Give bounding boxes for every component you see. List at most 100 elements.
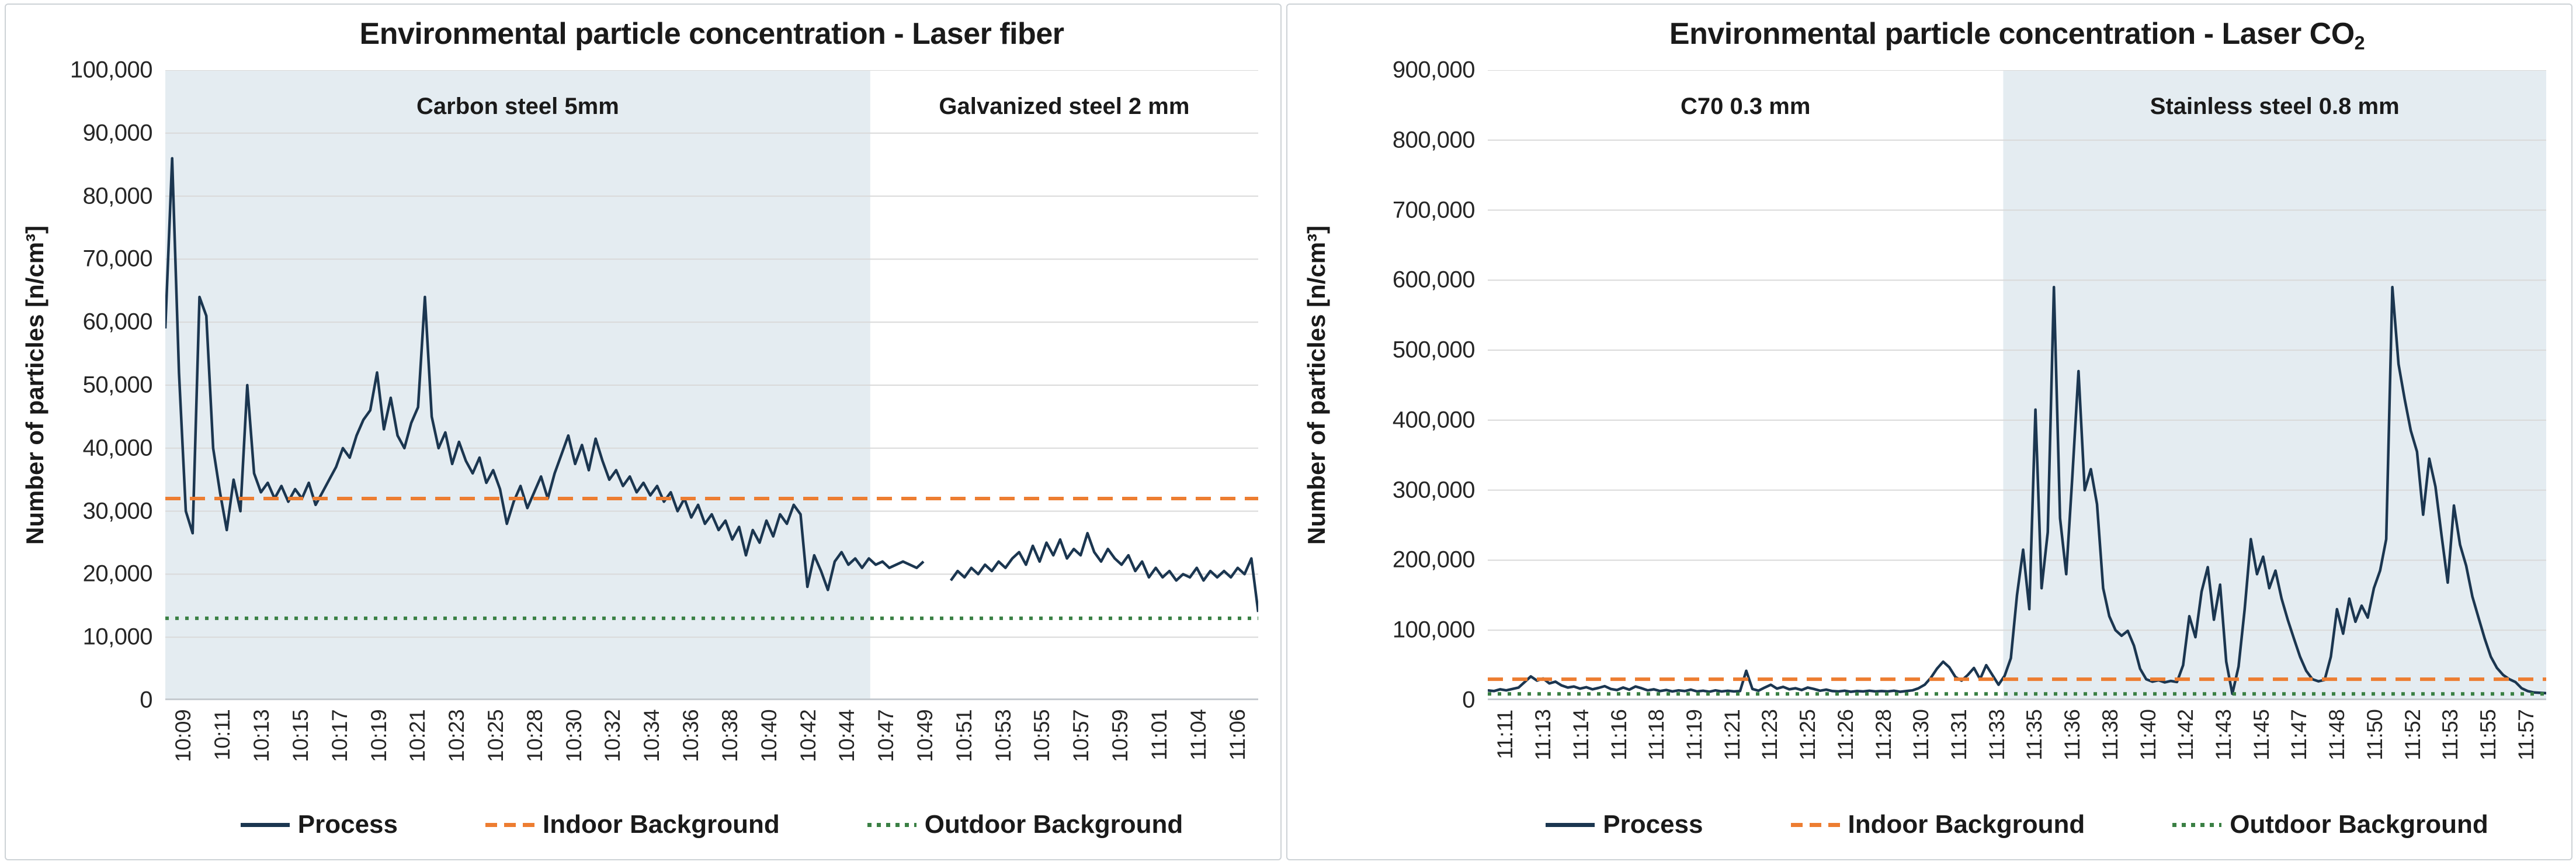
chart-title: Environmental particle concentration - L… (165, 16, 1258, 54)
y-tick-label: 0 (140, 687, 152, 713)
x-tick-label: 10:09 (171, 710, 196, 763)
y-tick-label: 70,000 (82, 245, 153, 272)
legend-label: Indoor Background (1848, 810, 2085, 839)
chart-canvas (1487, 70, 2547, 700)
x-tick-label: 11:30 (1909, 710, 1933, 761)
x-tick-label: 11:42 (2174, 710, 2198, 761)
x-tick-label: 11:57 (2513, 710, 2538, 761)
y-tick-label: 0 (1462, 687, 1475, 713)
x-tick-label: 11:23 (1758, 710, 1782, 761)
x-tick-label: 10:59 (1108, 710, 1133, 763)
y-tick-label: 20,000 (82, 560, 153, 587)
x-tick-label: 10:23 (445, 710, 469, 763)
x-tick-label: 11:36 (2060, 710, 2085, 761)
x-tick-label: 11:13 (1531, 710, 1556, 761)
y-tick-label: 80,000 (82, 183, 153, 209)
x-tick-label: 10:38 (717, 710, 742, 763)
x-tick-label: 10:34 (640, 710, 664, 763)
legend: Process Indoor Background Outdoor Backgr… (165, 808, 1258, 842)
x-tick-label: 11:11 (1493, 710, 1518, 759)
y-tick-label: 90,000 (82, 120, 153, 146)
x-tick-label: 10:19 (366, 710, 391, 763)
x-tick-label: 11:55 (2476, 710, 2500, 761)
process-line (1487, 286, 2547, 696)
x-tick-label: 10:57 (1069, 710, 1093, 763)
process-line-marker (240, 822, 290, 827)
x-tick-label: 11:28 (1871, 710, 1895, 761)
x-tick-label: 11:50 (2362, 710, 2387, 761)
y-tick-label: 900,000 (1392, 57, 1476, 83)
legend-item-indoor-background: Indoor Background (1790, 810, 2085, 839)
x-tick-label: 11:19 (1682, 710, 1706, 761)
chart-title: Environmental particle concentration - L… (1488, 16, 2546, 54)
shaded-region (2003, 70, 2546, 700)
process-line-marker (1546, 822, 1595, 827)
x-tick-label: 11:21 (1720, 710, 1744, 761)
legend-item-process: Process (240, 810, 398, 839)
legend-label: Outdoor Background (2230, 810, 2488, 839)
x-tick-label: 11:45 (2249, 710, 2273, 761)
y-tick-label: 60,000 (82, 309, 153, 335)
legend-label: Indoor Background (543, 810, 780, 839)
x-tick-label: 11:33 (1984, 710, 2009, 761)
y-axis-title: Number of particles [n/cm³] (21, 225, 48, 545)
x-tick-label: 10:49 (913, 710, 938, 763)
legend: Process Indoor Background Outdoor Backgr… (1488, 808, 2546, 842)
x-tick-label: 11:04 (1186, 710, 1210, 761)
x-tick-label: 10:17 (327, 710, 352, 763)
x-tick-label: 10:40 (756, 710, 781, 763)
x-tick-label: 11:25 (1796, 710, 1820, 761)
x-tick-label: 11:14 (1568, 710, 1593, 761)
chart-title-subscript: 2 (2354, 32, 2365, 54)
x-tick-label: 11:38 (2098, 710, 2122, 761)
indoor-background-line-marker (1790, 822, 1840, 827)
x-tick-label: 10:51 (952, 710, 976, 763)
process-line (164, 157, 1260, 613)
y-tick-label: 40,000 (82, 435, 153, 461)
x-tick-label: 10:42 (796, 710, 820, 763)
y-tick-label: 50,000 (82, 372, 153, 398)
x-tick-label: 10:55 (1030, 710, 1054, 763)
y-tick-label: 500,000 (1392, 337, 1476, 363)
x-tick-label: 11:18 (1644, 710, 1669, 761)
x-tick-label: 11:16 (1606, 710, 1631, 761)
x-tick-label: 10:13 (249, 710, 274, 763)
legend-item-process: Process (1546, 810, 1703, 839)
y-tick-label: 300,000 (1392, 477, 1476, 503)
plot-area: 0 10,000 20,000 30,000 40,000 50,000 60,000 70,… (70, 57, 1260, 762)
x-tick-label: 11:52 (2400, 710, 2425, 761)
y-tick-label: 100,000 (1392, 617, 1476, 643)
panel-laser-co2: Environmental particle concentration - L… (1286, 4, 2572, 860)
plot-area: 0 100,000 200,000 300,000 400,000 500,000 600,… (1393, 57, 2547, 760)
x-tick-label: 11:53 (2438, 710, 2463, 761)
x-tick-label: 10:21 (405, 710, 430, 763)
x-tick-label: 11:01 (1147, 710, 1171, 761)
x-tick-label: 11:43 (2211, 710, 2235, 761)
y-axis-title: Number of particles [n/cm³] (1303, 225, 1330, 545)
x-tick-label: 11:06 (1225, 710, 1249, 761)
y-tick-label: 100,000 (70, 57, 153, 83)
x-tick-label: 11:26 (1833, 710, 1858, 761)
y-tick-label: 30,000 (82, 498, 153, 524)
x-tick-label: 10:53 (991, 710, 1015, 763)
x-tick-label: 10:30 (561, 710, 586, 763)
outdoor-background-line-marker (867, 822, 916, 827)
panel-laser-fiber: Environmental particle concentration - L… (5, 4, 1282, 860)
x-tick-label: 11:35 (2022, 710, 2047, 761)
legend-item-indoor-background: Indoor Background (485, 810, 780, 839)
chart-title-text: Environmental particle concentration - L… (359, 17, 1064, 51)
x-tick-label: 11:48 (2325, 710, 2349, 761)
x-tick-label: 10:25 (483, 710, 508, 763)
x-tick-label: 10:36 (679, 710, 703, 763)
legend-item-outdoor-background: Outdoor Background (867, 810, 1183, 839)
y-tick-label: 10,000 (82, 624, 153, 650)
legend-label: Process (1603, 810, 1703, 839)
x-tick-label: 10:15 (288, 710, 313, 763)
outdoor-background-line-marker (2172, 822, 2222, 827)
chart-title-text: Environmental particle concentration - L… (1669, 17, 2355, 51)
indoor-background-line-marker (485, 822, 534, 827)
x-tick-label: 10:11 (210, 710, 235, 761)
x-tick-label: 11:47 (2287, 710, 2311, 761)
y-tick-label: 700,000 (1392, 197, 1476, 223)
x-tick-label: 11:40 (2136, 710, 2160, 761)
